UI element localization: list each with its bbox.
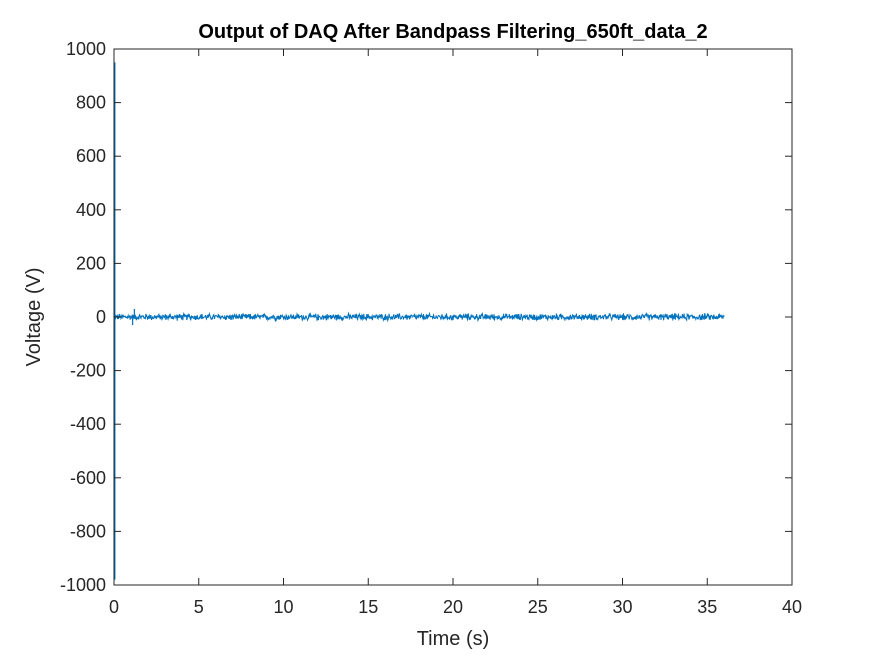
x-axis: 0 5 10 15 20 25 30 35 40 <box>109 49 802 617</box>
x-tick-label: 40 <box>782 597 802 617</box>
x-tick-label: 35 <box>697 597 717 617</box>
y-tick-label: -400 <box>70 414 106 434</box>
series-line <box>113 311 725 323</box>
x-tick-label: 0 <box>109 597 119 617</box>
y-tick-label: -1000 <box>60 575 106 595</box>
x-tick-label: 20 <box>443 597 463 617</box>
y-tick-label: 1000 <box>66 39 106 59</box>
y-axis-title: Voltage (V) <box>23 268 45 367</box>
y-axis: -1000 -800 -600 -400 -200 0 200 400 600 800 1000 <box>60 39 792 595</box>
y-tick-label: 800 <box>76 93 106 113</box>
x-tick-label: 15 <box>358 597 378 617</box>
x-tick-label: 30 <box>612 597 632 617</box>
y-tick-label: 400 <box>76 200 106 220</box>
y-tick-label: -200 <box>70 361 106 381</box>
chart-title: Output of DAQ After Bandpass Filtering_6… <box>198 21 707 43</box>
x-tick-label: 10 <box>273 597 293 617</box>
y-tick-label: -800 <box>70 521 106 541</box>
y-tick-label: 600 <box>76 146 106 166</box>
x-axis-title: Time (s) <box>417 628 490 650</box>
y-tick-label: -600 <box>70 468 106 488</box>
y-tick-label: 0 <box>96 307 106 327</box>
y-tick-label: 200 <box>76 253 106 273</box>
series-layer <box>113 62 725 580</box>
x-tick-label: 25 <box>528 597 548 617</box>
x-tick-label: 5 <box>194 597 204 617</box>
